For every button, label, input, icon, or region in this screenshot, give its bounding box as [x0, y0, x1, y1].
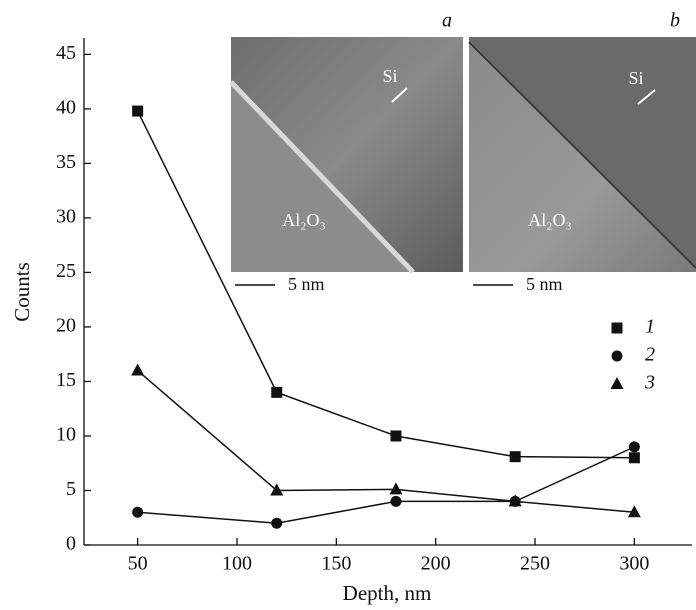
- panel-label: b: [670, 10, 680, 32]
- x-tick-label: 100: [222, 553, 252, 575]
- inset-a: [229, 37, 463, 286]
- marker: [508, 494, 522, 507]
- x-tick-label: 200: [421, 553, 451, 575]
- inset-b: [468, 37, 696, 286]
- arrow: [637, 89, 656, 105]
- marker: [132, 506, 144, 518]
- inset-label: Si: [628, 68, 643, 88]
- inset-label: Si: [382, 66, 397, 86]
- y-tick-label: 0: [66, 533, 76, 555]
- interface: [468, 41, 696, 269]
- interface: [229, 80, 415, 274]
- panel-label: a: [442, 10, 452, 32]
- legend-marker: [610, 377, 624, 389]
- legend-label: 2: [645, 344, 655, 366]
- series-line: [137, 446, 635, 524]
- arrow: [391, 87, 408, 103]
- scale-label: 5 nm: [526, 274, 563, 294]
- scale-label: 5 nm: [288, 274, 325, 294]
- series-line: [137, 369, 635, 514]
- x-tick-label: 250: [520, 553, 550, 575]
- legend-label: 1: [645, 316, 655, 338]
- x-tick-label: 300: [619, 553, 649, 575]
- x-axis-title: Depth, nm: [343, 581, 432, 605]
- y-tick-label: 45: [56, 42, 76, 64]
- marker: [390, 495, 402, 507]
- marker: [390, 430, 402, 442]
- y-axis-title: Counts: [10, 262, 34, 322]
- legend-marker: [611, 350, 623, 362]
- legend-marker: [611, 322, 623, 334]
- marker: [628, 452, 640, 464]
- marker: [509, 451, 521, 463]
- x-tick-label: 150: [321, 553, 351, 575]
- marker: [628, 441, 640, 453]
- inset-label: Al₂O₃: [282, 210, 326, 230]
- x-tick-label: 50: [128, 553, 148, 575]
- marker: [131, 363, 145, 376]
- y-tick-label: 10: [56, 424, 76, 446]
- y-tick-label: 15: [56, 369, 76, 391]
- inset-label: Al₂O₃: [528, 210, 572, 230]
- marker: [270, 483, 284, 496]
- marker: [271, 386, 283, 398]
- marker: [271, 517, 283, 529]
- marker: [389, 482, 403, 495]
- y-tick-label: 30: [56, 205, 76, 227]
- legend-label: 3: [644, 372, 655, 394]
- marker: [132, 105, 144, 117]
- y-tick-label: 40: [56, 96, 76, 118]
- marker: [627, 505, 641, 518]
- y-tick-label: 20: [56, 315, 76, 337]
- y-tick-label: 35: [56, 151, 76, 173]
- y-tick-label: 25: [56, 260, 76, 282]
- y-tick-label: 5: [66, 478, 76, 500]
